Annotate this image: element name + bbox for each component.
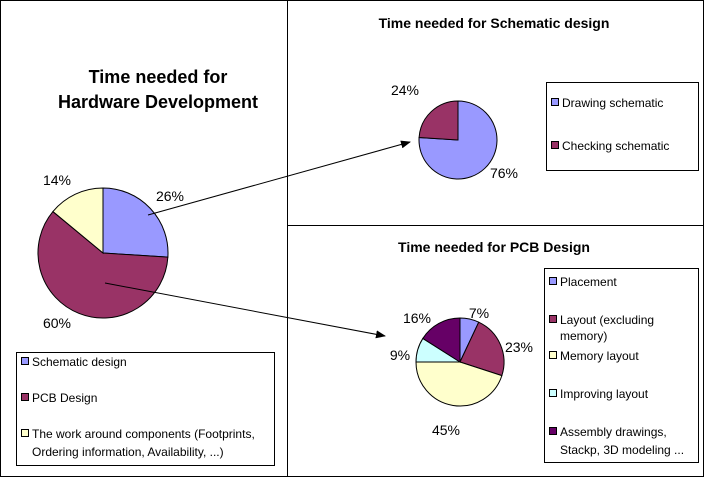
legend-entry: Ordering information, Availability, ...) (32, 445, 224, 459)
legend-entry: PCB Design (32, 391, 97, 405)
pie-slice-pcb-design (37, 210, 169, 319)
pie-slice-memory-layout (415, 361, 503, 407)
legend (546, 82, 699, 171)
legend-entry: Assembly drawings, (560, 425, 667, 439)
data-label: 24% (391, 82, 419, 98)
legend-entry: The work around components (Footprints, (32, 427, 255, 441)
pie-chart-0 (16, 187, 275, 466)
legend-swatch (549, 351, 557, 359)
legend-entry: Schematic design (32, 355, 127, 369)
data-label: 14% (43, 172, 71, 188)
legend-entry: Checking schematic (562, 139, 669, 153)
legend-entry: Improving layout (560, 387, 649, 401)
pie-chart-2 (415, 268, 699, 463)
pie-slice-the-work-around-components-footprints-ordering-information-availability (52, 187, 104, 255)
data-label: 23% (505, 339, 533, 355)
chart-title: Time needed for (89, 67, 228, 87)
pie-slice-layout-excluding-memory (459, 321, 505, 377)
data-label: 76% (490, 165, 518, 181)
legend-entry: Placement (560, 275, 617, 289)
pie-chart-1 (418, 82, 699, 180)
pie-slice-schematic-design (102, 187, 169, 258)
legend-swatch (551, 141, 559, 149)
data-label: 9% (390, 347, 410, 363)
pie-slice-assembly-drawings-stackp-3d-modeling (422, 317, 461, 363)
legend-swatch (551, 98, 559, 106)
data-label: 45% (432, 422, 460, 438)
legend-swatch (549, 389, 557, 397)
chart-title: Hardware Development (58, 92, 258, 112)
data-label: 26% (156, 188, 184, 204)
legend-entry: Stackp, 3D modeling ... (560, 443, 684, 457)
legend-swatch (21, 357, 29, 365)
legend-swatch (21, 393, 29, 401)
legend-entry: Drawing schematic (562, 96, 663, 110)
legend-entry: Layout (excluding (560, 313, 654, 327)
legend-swatch (549, 315, 557, 323)
chart-title: Time needed for Schematic design (379, 15, 610, 31)
legend (16, 352, 275, 466)
legend-swatch (549, 277, 557, 285)
legend-entry: Memory layout (560, 349, 639, 363)
chart-title: Time needed for PCB Design (398, 239, 590, 255)
legend-entry: memory) (560, 329, 607, 343)
arrow-to-pcb (104, 282, 386, 339)
data-label: 16% (403, 310, 431, 326)
arrow-to-schematic (147, 140, 411, 216)
legend-swatch (549, 427, 557, 435)
data-label: 60% (43, 315, 71, 331)
legend-swatch (21, 429, 29, 437)
data-label: 7% (469, 305, 489, 321)
legend (544, 268, 699, 463)
pie-slice-checking-schematic (418, 100, 459, 141)
